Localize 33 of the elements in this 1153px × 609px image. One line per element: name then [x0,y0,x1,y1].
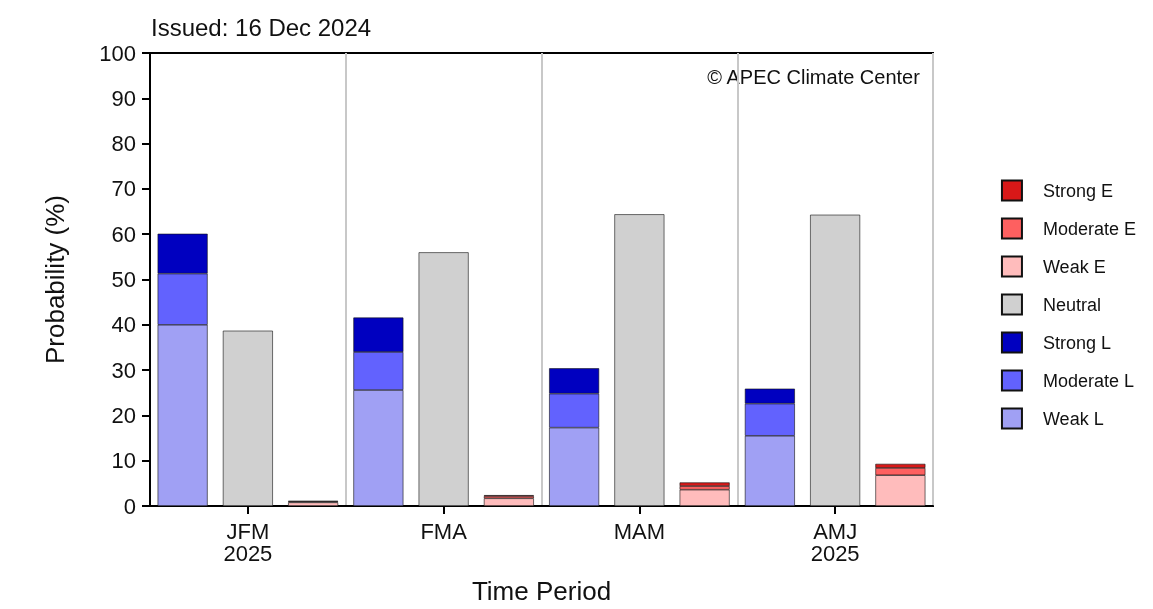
bar [679,489,730,506]
legend-label: Neutral [1042,294,1101,315]
x-tick-label: MAM [613,518,666,544]
y-tick-label: 60 [111,221,136,247]
y-tick-label: 10 [111,448,136,474]
legend-label: Moderate E [1042,218,1137,239]
bar [418,252,469,506]
y-tick-label: 40 [111,312,136,338]
bar [483,498,534,506]
y-tick-label: 50 [111,267,136,292]
x-axis-title: Time Period [471,576,612,606]
y-tick-label: 0 [123,493,136,519]
bar [810,214,861,506]
x-tick-label: AMJ 2025 [810,518,860,566]
legend-label: Strong E [1042,180,1113,201]
y-tick-label: 90 [111,85,136,111]
bar [614,214,665,506]
legend-label: Strong L [1042,332,1111,353]
y-tick-label: 70 [111,176,136,202]
legend-label: Weak E [1042,256,1106,277]
bar [679,482,730,487]
x-tick-label: JFM 2025 [223,518,273,566]
y-tick-label: 30 [111,357,136,383]
x-tick-label: FMA [420,518,468,544]
y-tick-label: 20 [111,402,136,428]
legend-label: Moderate L [1042,370,1135,391]
y-tick-label: 80 [111,131,136,157]
legend-label: Weak L [1042,408,1104,429]
chart-title: Issued: 16 Dec 2024 [151,13,372,41]
y-tick-label: 100 [99,40,136,66]
bar [222,330,273,506]
annotation: © APEC Climate Center [707,66,921,88]
y-axis-title: Probability (%) [40,194,70,365]
